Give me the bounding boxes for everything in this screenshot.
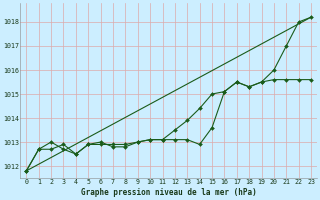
- X-axis label: Graphe pression niveau de la mer (hPa): Graphe pression niveau de la mer (hPa): [81, 188, 257, 197]
